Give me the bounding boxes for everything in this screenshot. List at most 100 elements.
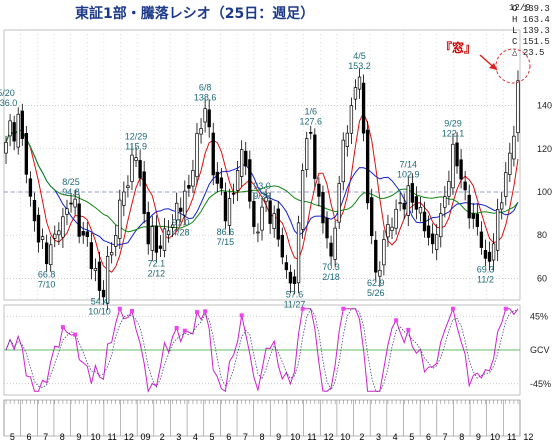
candle-body bbox=[418, 206, 423, 214]
annotation-label: 86.6 bbox=[217, 227, 235, 237]
candle-body bbox=[329, 242, 333, 257]
candle-body bbox=[435, 234, 439, 251]
candle-body bbox=[89, 242, 94, 269]
x-tick-label: 11 bbox=[108, 432, 117, 442]
x-axis: 5 6 7 8 9 10 11 12 09 2 3 4 5 6 7 8 9 10 11 12 10 2 3 4 5 6 7 8 9 10 1… bbox=[3, 399, 533, 442]
oscillator-panel: 45% GCV -45% bbox=[3, 304, 551, 396]
x-tick-label: 4 bbox=[393, 432, 398, 442]
candle-body bbox=[179, 207, 183, 212]
candle-body bbox=[227, 198, 232, 226]
osc-marker bbox=[341, 306, 346, 311]
x-tick-label: 6 bbox=[426, 432, 431, 442]
candle-body bbox=[12, 122, 16, 142]
osc-marker bbox=[129, 308, 134, 313]
ma-mid-line bbox=[5, 128, 519, 246]
x-tick-label: 7 bbox=[43, 432, 48, 442]
candle-body bbox=[61, 216, 65, 238]
candle-body bbox=[81, 231, 85, 236]
annotation-label: 72.1 bbox=[148, 258, 166, 268]
y-tick-label: 60 bbox=[537, 273, 547, 283]
candle-body bbox=[467, 194, 471, 219]
annotation-label: 62.9 bbox=[367, 278, 385, 288]
candle-body bbox=[118, 199, 122, 239]
candle-body bbox=[305, 138, 309, 170]
annotation-label: 136.0 bbox=[0, 98, 17, 108]
candle-body bbox=[309, 132, 313, 134]
candle-body bbox=[447, 181, 451, 197]
annotation-label: 153.2 bbox=[348, 61, 371, 71]
osc-marker bbox=[203, 309, 208, 314]
candle-body bbox=[101, 289, 106, 298]
candle-body bbox=[134, 157, 138, 161]
candle-body bbox=[260, 206, 264, 231]
info-date: 12/9 bbox=[509, 3, 531, 13]
candle-body bbox=[20, 110, 24, 139]
osc-marker bbox=[394, 318, 399, 323]
osc-tick-label: -45% bbox=[530, 379, 551, 389]
candle-body bbox=[219, 177, 224, 189]
candle-body bbox=[508, 152, 512, 175]
candle-body bbox=[272, 213, 276, 229]
annotation-label: 10/10 bbox=[88, 306, 111, 316]
candle-body bbox=[142, 171, 146, 214]
osc-marker bbox=[73, 332, 78, 337]
x-tick-label: 7 bbox=[443, 432, 448, 442]
candle-body bbox=[93, 268, 98, 271]
annotation-label: 57.6 bbox=[286, 290, 304, 300]
candle-body bbox=[451, 143, 455, 189]
candle-body bbox=[370, 197, 374, 237]
candle-body bbox=[146, 212, 150, 245]
candle-body bbox=[491, 243, 496, 261]
annotation-label: 11/2 bbox=[477, 274, 494, 284]
annotation-label: 122.1 bbox=[442, 128, 465, 138]
candle-body bbox=[512, 135, 516, 160]
candle-body bbox=[211, 132, 215, 176]
annotation-label: 69.3 bbox=[477, 264, 495, 274]
annotation-label: 102.9 bbox=[397, 170, 420, 180]
candle-body bbox=[349, 105, 354, 134]
candle-body bbox=[296, 222, 301, 284]
candle-body bbox=[28, 178, 33, 197]
candle-body bbox=[487, 251, 492, 262]
candle-body bbox=[97, 261, 102, 291]
y-tick-label: 100 bbox=[537, 187, 552, 197]
candle-body bbox=[430, 233, 435, 245]
candle-body bbox=[215, 171, 219, 184]
x-tick-label: 9 bbox=[76, 432, 81, 442]
window-arrowhead bbox=[489, 63, 497, 70]
candle-body bbox=[69, 202, 73, 205]
x-tick-label: 9 bbox=[476, 432, 481, 442]
osc-marker bbox=[194, 310, 199, 315]
candle-body bbox=[122, 191, 126, 206]
annotation-label: 9/29 bbox=[444, 118, 462, 128]
candle-body bbox=[426, 225, 431, 238]
candle-body bbox=[36, 214, 41, 243]
candle-body bbox=[365, 129, 370, 204]
candle-body bbox=[321, 192, 325, 224]
y-tick-label: 120 bbox=[537, 144, 552, 154]
candle-body bbox=[264, 197, 268, 202]
candle-body bbox=[361, 82, 366, 134]
candle-body bbox=[191, 170, 195, 187]
candle-body bbox=[386, 224, 390, 238]
candle-body bbox=[394, 208, 398, 229]
candle-body bbox=[85, 231, 89, 238]
x-tick-label: 8 bbox=[459, 432, 464, 442]
candle-body bbox=[162, 228, 167, 251]
annotation-label: 138.6 bbox=[194, 93, 217, 103]
osc-line-a bbox=[5, 307, 519, 393]
x-tick-label: 2 bbox=[160, 432, 165, 442]
info-high: H 163.4 bbox=[512, 15, 550, 25]
window-circle bbox=[495, 48, 531, 84]
window-marker: 『窓』 bbox=[440, 40, 531, 84]
candle-body bbox=[207, 109, 211, 128]
candle-body bbox=[284, 262, 289, 271]
candle-body bbox=[495, 209, 500, 251]
candle-body bbox=[187, 185, 191, 189]
x-tick-label: 6 bbox=[226, 432, 231, 442]
x-tick-label: 12 bbox=[523, 432, 533, 442]
candle-body bbox=[49, 244, 53, 266]
osc-marker bbox=[174, 326, 179, 331]
osc-tick-label: 45% bbox=[530, 311, 548, 321]
x-tick-label: 10 bbox=[91, 432, 101, 442]
